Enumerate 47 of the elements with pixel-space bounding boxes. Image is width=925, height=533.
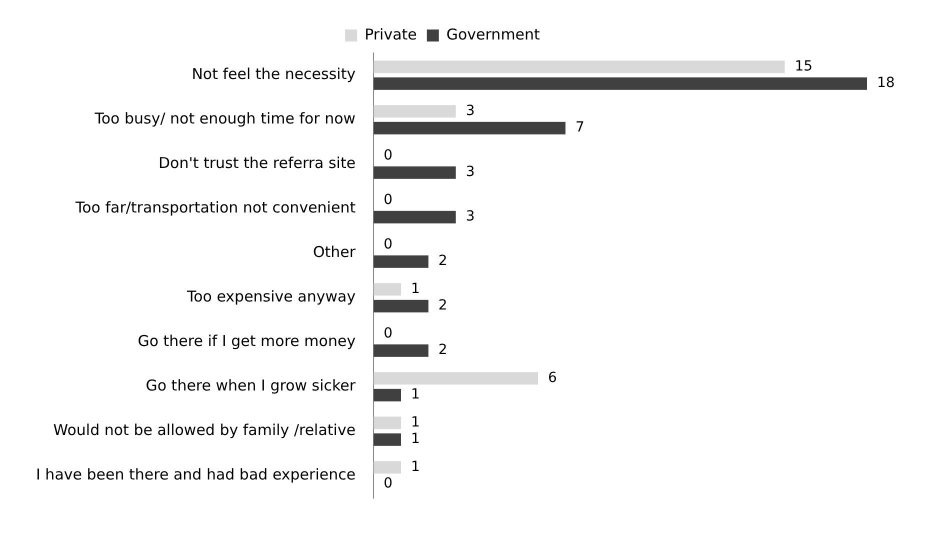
data-label: 1 [410,386,420,403]
bar [374,166,456,179]
bar [374,77,867,90]
bar [374,60,785,74]
bar [374,105,456,118]
data-label: 1 [410,414,420,431]
data-label: 0 [384,148,393,164]
bar [374,122,566,134]
bar [374,255,428,268]
bar [374,344,428,357]
data-label: 2 [438,342,448,358]
data-label: 18 [877,75,895,92]
legend-label: Private [364,25,417,44]
y-tick-label: I have been there and had bad experience [36,466,356,484]
data-label: 7 [575,120,584,136]
bar [374,416,401,430]
y-tick-label: Go there when I grow sicker [146,376,356,395]
legend-label: Government [446,25,540,44]
data-label: 3 [466,208,475,225]
data-label: 6 [548,370,558,386]
data-label: 1 [410,281,420,298]
y-tick-label: Don't trust the referra site [158,154,356,172]
y-tick-label: Too far/transportation not convenient [74,198,356,217]
y-tick-label: Not feel the necessity [192,65,356,84]
bar [374,433,401,446]
bar [374,300,428,312]
data-label: 0 [384,236,393,253]
data-label: 15 [794,58,813,75]
data-label: 3 [466,103,475,120]
bar [374,372,538,385]
data-label: 3 [466,164,475,180]
data-label: 1 [410,431,420,448]
data-label: 0 [384,326,393,342]
data-label: 0 [384,192,393,208]
data-label: 2 [438,298,448,314]
y-tick-label: Would not be allowed by family /relative [53,421,356,440]
bar [374,388,401,402]
y-tick-label: Too busy/ not enough time for now [94,110,356,128]
bar [374,210,456,224]
bar [374,283,401,296]
data-label: 1 [410,459,420,476]
data-label: 2 [438,253,448,270]
y-tick-label: Go there if I get more money [138,332,356,350]
y-tick-label: Other [312,243,356,262]
y-tick-label: Too expensive anyway [186,288,356,306]
bar [374,461,401,474]
data-label: 0 [384,476,393,492]
